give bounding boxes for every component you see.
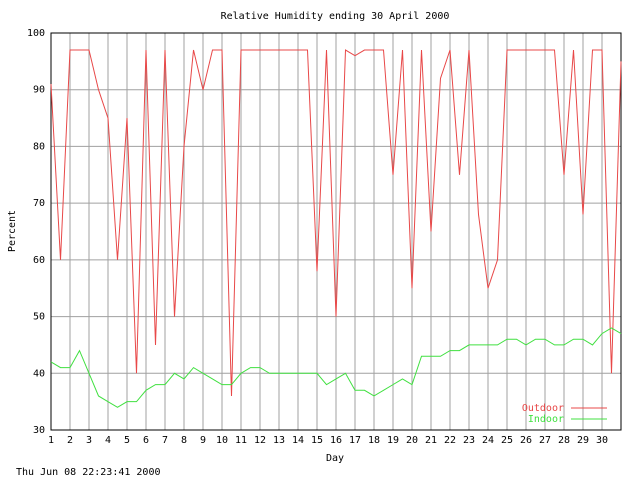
- x-tick-label: 22: [444, 435, 456, 446]
- x-tick-label: 29: [577, 435, 589, 446]
- chart-title: Relative Humidity ending 30 April 2000: [221, 11, 450, 22]
- x-tick-label: 26: [520, 435, 532, 446]
- y-tick-label: 70: [33, 198, 45, 209]
- x-tick-label: 13: [273, 435, 285, 446]
- x-tick-label: 18: [368, 435, 380, 446]
- x-tick-label: 9: [200, 435, 206, 446]
- x-tick-label: 21: [425, 435, 437, 446]
- x-tick-label: 28: [558, 435, 570, 446]
- x-tick-label: 27: [539, 435, 551, 446]
- x-tick-label: 12: [254, 435, 266, 446]
- y-axis-label: Percent: [7, 210, 18, 252]
- x-tick-label: 24: [482, 435, 494, 446]
- x-tick-label: 25: [501, 435, 513, 446]
- footer: Thu Jun 08 22:23:41 2000: [16, 467, 161, 478]
- plot-frame: [50, 32, 622, 431]
- y-tick-label: 100: [27, 28, 45, 39]
- x-tick-label: 6: [143, 435, 149, 446]
- x-tick-label: 2: [67, 435, 73, 446]
- x-tick-label: 15: [311, 435, 323, 446]
- x-tick-label: 23: [463, 435, 475, 446]
- legend-label: Indoor: [528, 414, 564, 425]
- x-axis-label: Day: [326, 453, 344, 464]
- y-tick-label: 90: [33, 85, 45, 96]
- x-tick-label: 3: [86, 435, 92, 446]
- legend-label: Outdoor: [522, 403, 564, 414]
- x-tick-label: 16: [330, 435, 342, 446]
- x-tick-label: 5: [124, 435, 130, 446]
- x-tick-label: 8: [181, 435, 187, 446]
- x-tick-label: 20: [406, 435, 418, 446]
- data-line: [50, 49, 622, 396]
- x-tick-label: 7: [162, 435, 168, 446]
- y-tick-label: 80: [33, 141, 45, 152]
- x-tick-label: 1: [48, 435, 54, 446]
- data-line: [50, 327, 622, 408]
- x-tick-label: 14: [292, 435, 304, 446]
- y-tick-label: 40: [33, 368, 45, 379]
- x-tick-label: 4: [105, 435, 111, 446]
- x-tick-label: 19: [387, 435, 399, 446]
- y-tick-label: 50: [33, 312, 45, 323]
- x-tick-label: 30: [596, 435, 608, 446]
- x-tick-label: 11: [235, 435, 247, 446]
- y-tick-label: 30: [33, 425, 45, 436]
- x-tick-label: 10: [216, 435, 228, 446]
- y-tick-label: 60: [33, 255, 45, 266]
- x-tick-label: 17: [349, 435, 361, 446]
